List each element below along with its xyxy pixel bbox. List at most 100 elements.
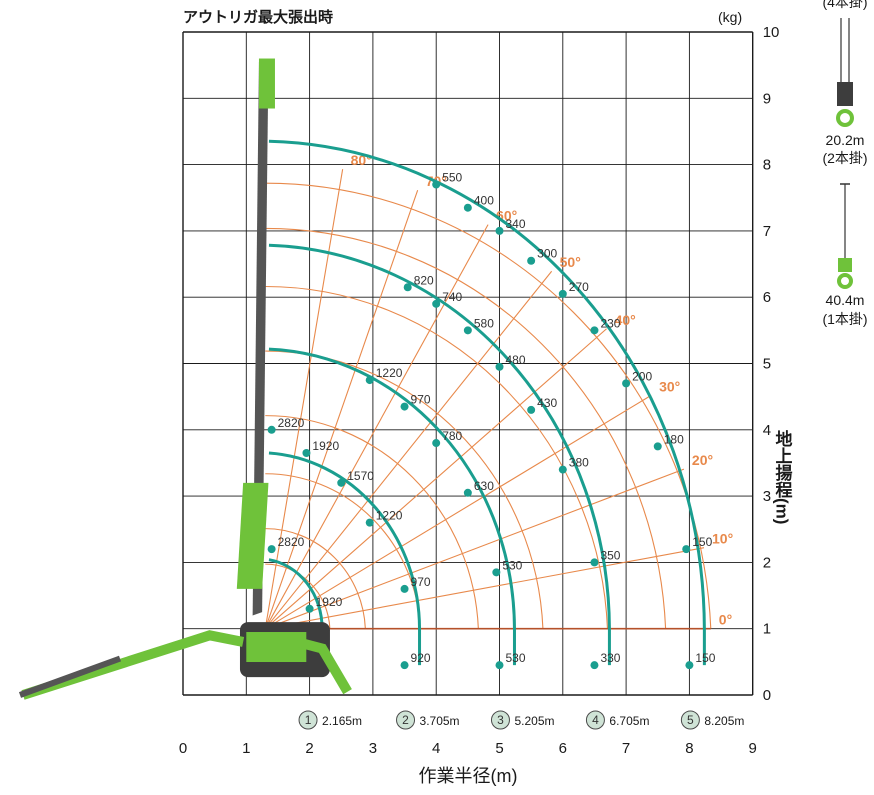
- boom-number-badge: [585, 710, 605, 730]
- angle-line: [265, 394, 652, 630]
- x-tick-label: 1: [242, 740, 250, 757]
- angle-label: 40°: [615, 312, 636, 328]
- load-point: [527, 405, 536, 414]
- y-tick-label: 9: [763, 90, 771, 107]
- x-tick-label: 6: [559, 740, 567, 757]
- load-label: 480: [506, 353, 526, 367]
- boom-number: 1: [305, 713, 312, 727]
- angle-arc: [265, 473, 421, 629]
- load-label: 630: [474, 479, 494, 493]
- boom-tip: [258, 58, 275, 109]
- hook-illustrations: (4本掛) 20.2m (2本掛) 40.4m (1本掛): [822, 0, 867, 327]
- angle-line: [265, 468, 685, 630]
- load-curve: [268, 243, 611, 666]
- y-tick-label: 10: [763, 24, 780, 41]
- load-point: [590, 661, 599, 670]
- x-tick-label: 8: [685, 740, 693, 757]
- load-point: [267, 545, 276, 554]
- boom-length: 8.205m: [704, 714, 744, 728]
- y-axis-label: 地上揚程(m): [773, 429, 793, 524]
- x-axis-label: 作業半径(m): [419, 766, 518, 786]
- load-curve: [268, 139, 706, 666]
- boom-number-badge: [490, 710, 510, 730]
- y-tick-label: 1: [763, 621, 771, 638]
- hook-block: [838, 258, 852, 272]
- x-tick-label: 2: [305, 740, 313, 757]
- hook-4-label: (4本掛): [822, 0, 867, 10]
- load-label: 300: [537, 247, 557, 261]
- angle-line: [264, 169, 344, 629]
- chart-title: アウトリガ最大張出時: [183, 8, 333, 26]
- load-label: 920: [411, 651, 431, 665]
- load-point: [302, 449, 311, 458]
- boom-number-badge: [298, 710, 318, 730]
- load-point: [365, 518, 374, 527]
- angle-arc: [265, 415, 479, 629]
- load-label: 780: [442, 429, 462, 443]
- load-point: [682, 545, 691, 554]
- x-tick-label: 0: [179, 740, 187, 757]
- boom-number: 4: [592, 713, 599, 727]
- boom-base: [236, 482, 269, 589]
- hook-icon: [837, 273, 853, 289]
- angle-line: [264, 224, 489, 629]
- load-label: 1920: [312, 439, 339, 453]
- load-point: [653, 442, 662, 451]
- angle-line: [264, 270, 553, 630]
- load-point: [403, 283, 412, 292]
- load-point: [365, 376, 374, 385]
- load-point: [432, 439, 441, 448]
- y-tick-label: 6: [763, 289, 771, 306]
- load-label: 230: [600, 316, 620, 330]
- load-point: [590, 558, 599, 567]
- y-tick-label: 8: [763, 157, 771, 174]
- load-point: [685, 661, 694, 670]
- load-label: 150: [695, 651, 715, 665]
- angle-arc: [265, 182, 712, 629]
- angle-label: 50°: [560, 254, 581, 270]
- load-point: [305, 604, 314, 613]
- hook-1-falls: (1本掛): [822, 311, 867, 327]
- load-label: 350: [600, 548, 620, 562]
- angle-label: 0°: [719, 612, 732, 628]
- unit-label: (kg): [718, 9, 742, 25]
- load-label: 200: [632, 369, 652, 383]
- x-tick-label: 4: [432, 740, 440, 757]
- load-label: 340: [506, 217, 526, 231]
- hook-2-falls: (2本掛): [822, 150, 867, 166]
- chart-labels: アウトリガ最大張出時 (kg) 作業半径(m) 地上揚程(m): [183, 8, 792, 786]
- load-label: 400: [474, 194, 494, 208]
- outrigger-left-foot: [18, 655, 122, 698]
- load-point: [432, 180, 441, 189]
- load-point: [527, 256, 536, 265]
- load-point: [463, 488, 472, 497]
- load-point: [558, 465, 567, 474]
- load-label: 2820: [278, 416, 305, 430]
- angle-arc: [265, 227, 667, 629]
- angle-label: 30°: [659, 378, 680, 394]
- y-tick-label: 7: [763, 223, 771, 240]
- load-label: 180: [664, 432, 684, 446]
- angle-arc: [265, 528, 366, 629]
- load-point: [400, 402, 409, 411]
- x-tick-label: 3: [369, 740, 377, 757]
- load-label: 970: [411, 393, 431, 407]
- boom-length: 6.705m: [609, 714, 649, 728]
- load-label: 580: [474, 316, 494, 330]
- load-point: [337, 478, 346, 487]
- boom-length: 5.205m: [514, 714, 554, 728]
- load-label: 150: [692, 535, 712, 549]
- load-label: 970: [411, 575, 431, 589]
- load-curves: 1 2.165m 2 3.705m 3 5.205m 4 6.705m 5 8.205m: [268, 139, 744, 730]
- load-label: 330: [600, 651, 620, 665]
- load-label: 550: [442, 170, 462, 184]
- load-curve: [268, 451, 422, 666]
- crane-illustration: [18, 58, 352, 700]
- load-point: [495, 226, 504, 235]
- y-tick-label: 0: [763, 687, 771, 704]
- y-tick-label: 5: [763, 356, 771, 373]
- load-point: [495, 661, 504, 670]
- load-point: [463, 203, 472, 212]
- boom-number: 5: [687, 713, 694, 727]
